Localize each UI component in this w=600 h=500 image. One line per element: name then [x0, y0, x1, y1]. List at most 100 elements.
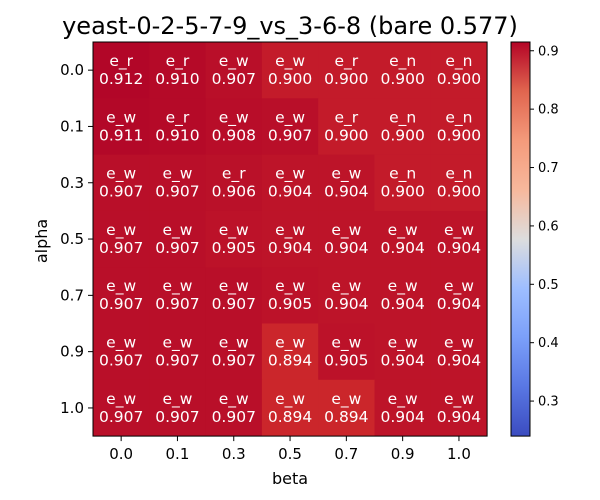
cell-method-label: e_n [389, 52, 416, 71]
cell-method-label: e_w [219, 334, 249, 353]
heatmap-cell [374, 210, 432, 268]
heatmap-cell [149, 98, 206, 155]
heatmap-cell [93, 154, 150, 212]
heatmap-cell [93, 323, 150, 381]
cell-value-label: 0.900 [380, 183, 424, 201]
colorbar [510, 41, 531, 437]
heatmap-cell [374, 379, 432, 437]
cell-value-label: 0.908 [212, 126, 256, 144]
cell-value-label: 0.904 [437, 239, 481, 257]
cell-method-label: e_n [389, 108, 416, 127]
cell-method-label: e_w [275, 334, 305, 353]
x-tick-label: 0.0 [109, 445, 133, 463]
cell-method-label: e_w [331, 277, 361, 296]
cell-value-label: 0.907 [155, 352, 199, 370]
x-axis-label: beta [272, 469, 308, 488]
heatmap-cell [318, 323, 375, 381]
cell-method-label: e_w [444, 390, 474, 409]
y-tick-label: 0.3 [60, 174, 84, 192]
x-tick-label: 1.0 [447, 445, 471, 463]
colorbar-tick-label: 0.8 [538, 103, 559, 118]
cell-method-label: e_w [444, 334, 474, 353]
cell-method-label: e_w [388, 390, 418, 409]
colorbar-tick-label: 0.7 [538, 161, 559, 176]
cell-value-label: 0.911 [99, 126, 143, 144]
cell-value-label: 0.907 [155, 239, 199, 257]
heatmap-cell [93, 98, 150, 155]
cell-method-label: e_n [389, 165, 416, 184]
cell-value-label: 0.900 [324, 70, 368, 88]
cell-value-label: 0.904 [324, 239, 368, 257]
heatmap-cell [149, 210, 206, 268]
x-tick-label: 0.7 [334, 445, 358, 463]
heatmap-cell [149, 323, 206, 381]
cell-value-label: 0.905 [268, 295, 312, 313]
heatmap-cell [430, 210, 488, 268]
cell-value-label: 0.894 [268, 408, 312, 426]
heatmap-cell [149, 379, 206, 437]
y-axis-label: alpha [32, 219, 51, 263]
cell-method-label: e_w [162, 221, 192, 240]
cell-value-label: 0.904 [380, 239, 424, 257]
cell-method-label: e_w [219, 52, 249, 71]
cell-value-label: 0.894 [324, 408, 368, 426]
heatmap-cell [318, 267, 375, 324]
cell-value-label: 0.907 [99, 295, 143, 313]
heatmap-cell [261, 42, 319, 99]
cell-value-label: 0.894 [268, 352, 312, 370]
cell-value-label: 0.907 [155, 183, 199, 201]
x-tick-label: 0.5 [278, 445, 302, 463]
cell-method-label: e_w [331, 390, 361, 409]
heatmap-cell [149, 42, 206, 99]
cell-value-label: 0.910 [155, 70, 199, 88]
y-tick-label: 0.9 [60, 343, 84, 361]
cell-value-label: 0.907 [212, 295, 256, 313]
cell-method-label: e_w [388, 221, 418, 240]
heatmap-cell [430, 267, 488, 324]
cell-value-label: 0.907 [212, 352, 256, 370]
colorbar-tick-label: 0.3 [538, 395, 559, 410]
cell-value-label: 0.906 [212, 183, 256, 201]
cell-method-label: e_w [444, 221, 474, 240]
x-axis-ticks: 0.0 0.1 0.3 0.5 0.7 0.9 1.0 [109, 436, 471, 463]
cell-method-label: e_r [109, 52, 133, 71]
cell-method-label: e_w [275, 277, 305, 296]
cell-value-label: 0.907 [99, 183, 143, 201]
cell-value-label: 0.900 [324, 126, 368, 144]
cell-value-label: 0.905 [212, 239, 256, 257]
cell-value-label: 0.904 [380, 295, 424, 313]
heatmap-cells: e_r0.912e_r0.910e_w0.907e_w0.900e_r0.900… [93, 42, 488, 437]
cell-value-label: 0.904 [380, 352, 424, 370]
cell-method-label: e_w [331, 165, 361, 184]
cell-value-label: 0.907 [268, 126, 312, 144]
cell-value-label: 0.904 [268, 239, 312, 257]
heatmap-cell [318, 42, 375, 99]
cell-value-label: 0.904 [268, 183, 312, 201]
y-tick-label: 0.1 [60, 117, 84, 135]
cell-method-label: e_w [275, 221, 305, 240]
heatmap-cell [205, 42, 263, 99]
cell-value-label: 0.905 [324, 352, 368, 370]
cell-method-label: e_w [162, 390, 192, 409]
cell-value-label: 0.900 [380, 126, 424, 144]
heatmap-cell [261, 267, 319, 324]
cell-method-label: e_w [331, 221, 361, 240]
cell-method-label: e_r [166, 52, 190, 71]
cell-value-label: 0.912 [99, 70, 143, 88]
cell-method-label: e_w [275, 165, 305, 184]
heatmap-cell [93, 267, 150, 324]
cell-method-label: e_n [445, 165, 472, 184]
heatmap-cell [318, 98, 375, 155]
y-tick-label: 0.5 [60, 230, 84, 248]
y-tick-label: 0.0 [60, 61, 84, 79]
heatmap-cell [430, 379, 488, 437]
cell-method-label: e_r [222, 165, 246, 184]
heatmap-cell [374, 323, 432, 381]
cell-value-label: 0.904 [324, 295, 368, 313]
heatmap-cell [261, 98, 319, 155]
heatmap-cell [93, 210, 150, 268]
cell-method-label: e_w [275, 108, 305, 127]
cell-method-label: e_w [106, 277, 136, 296]
cell-value-label: 0.900 [437, 70, 481, 88]
cell-value-label: 0.900 [380, 70, 424, 88]
